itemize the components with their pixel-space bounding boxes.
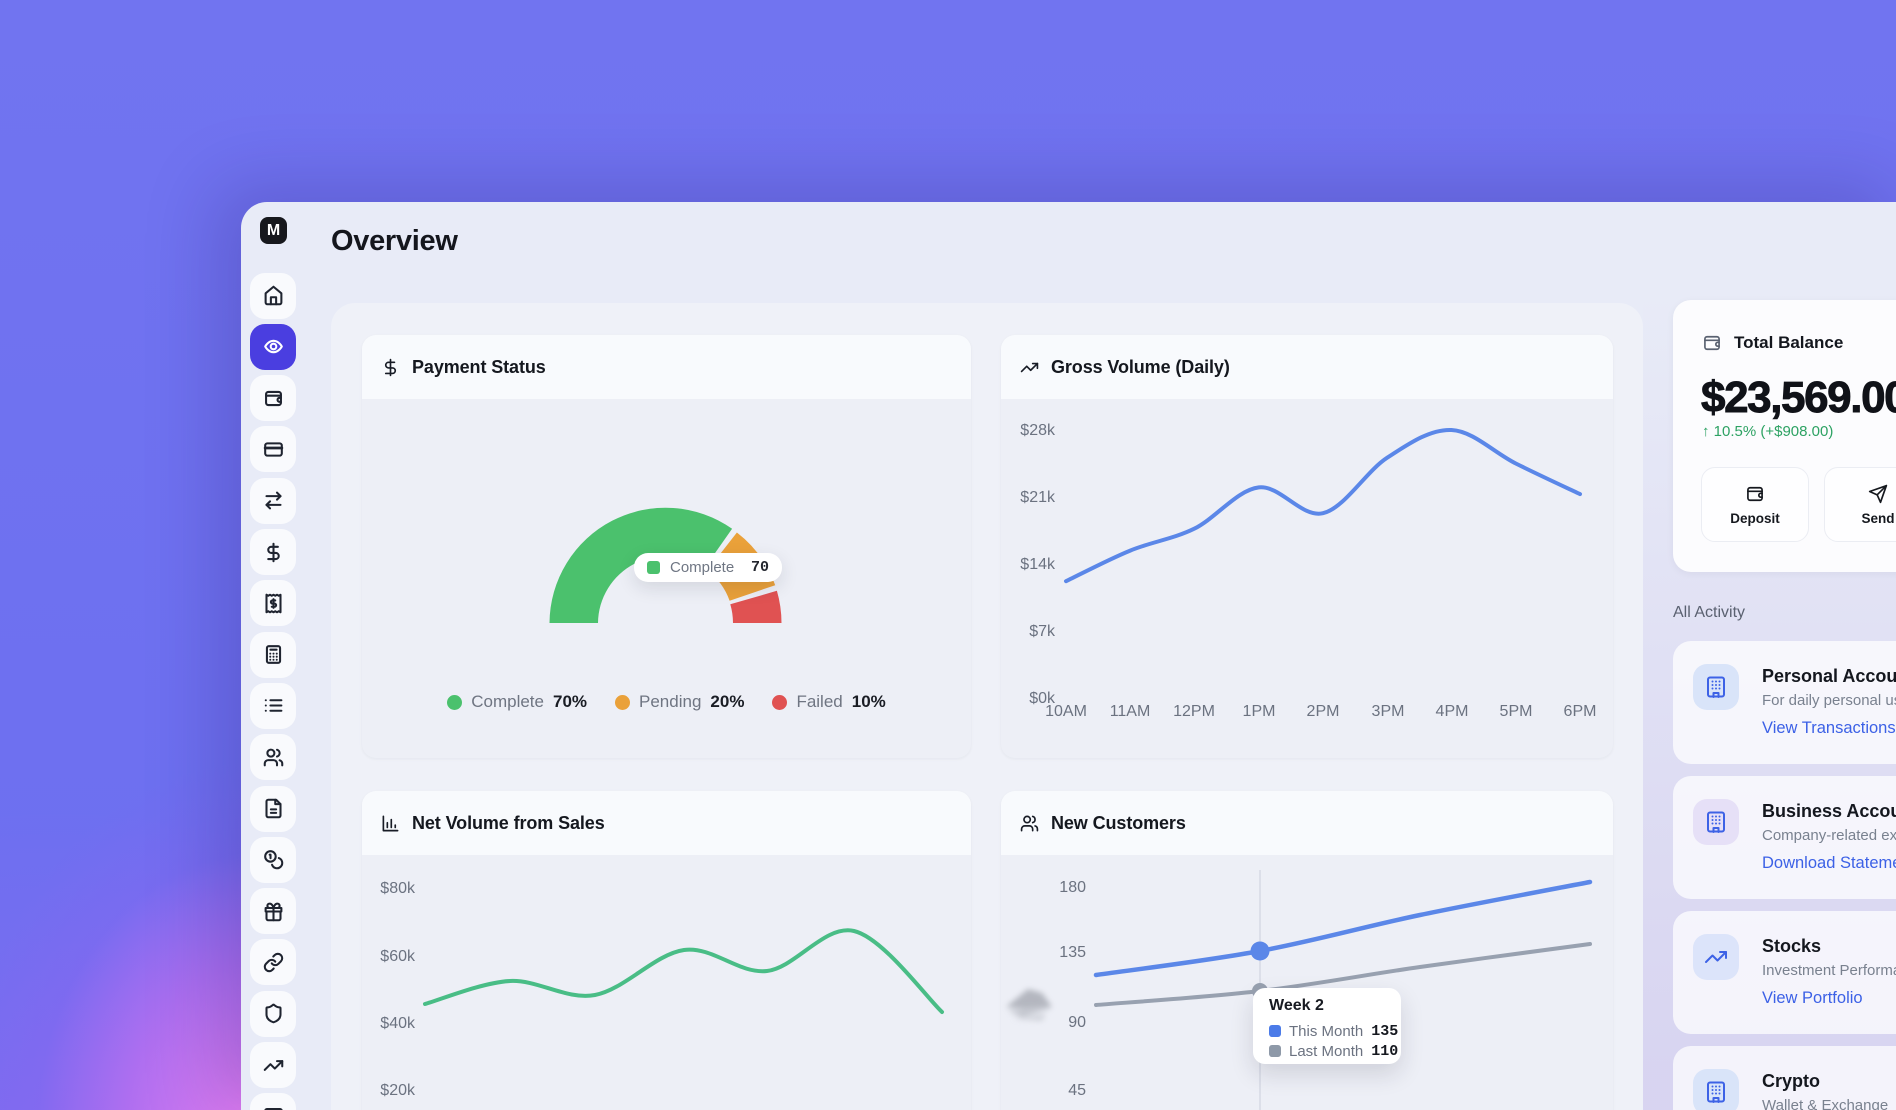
svg-text:12PM: 12PM: [1173, 703, 1215, 720]
svg-text:6PM: 6PM: [1564, 703, 1597, 720]
svg-text:2PM: 2PM: [1307, 703, 1340, 720]
svg-text:4PM: 4PM: [1436, 703, 1469, 720]
svg-text:$80k: $80k: [380, 880, 416, 897]
svg-text:$40k: $40k: [380, 1015, 416, 1032]
svg-text:$14k: $14k: [1020, 556, 1056, 573]
svg-text:$0k: $0k: [1029, 690, 1056, 707]
svg-text:135: 135: [1059, 944, 1086, 961]
svg-text:$60k: $60k: [380, 948, 416, 965]
svg-text:3PM: 3PM: [1372, 703, 1405, 720]
svg-text:10AM: 10AM: [1045, 703, 1087, 720]
svg-text:5PM: 5PM: [1500, 703, 1533, 720]
svg-text:$20k: $20k: [380, 1082, 416, 1099]
svg-text:$28k: $28k: [1020, 422, 1056, 439]
svg-text:90: 90: [1068, 1014, 1086, 1031]
svg-text:1PM: 1PM: [1243, 703, 1276, 720]
svg-text:45: 45: [1068, 1082, 1086, 1099]
svg-text:$21k: $21k: [1020, 489, 1056, 506]
svg-text:180: 180: [1059, 879, 1086, 896]
svg-text:$7k: $7k: [1029, 623, 1056, 640]
svg-text:11AM: 11AM: [1110, 703, 1151, 720]
